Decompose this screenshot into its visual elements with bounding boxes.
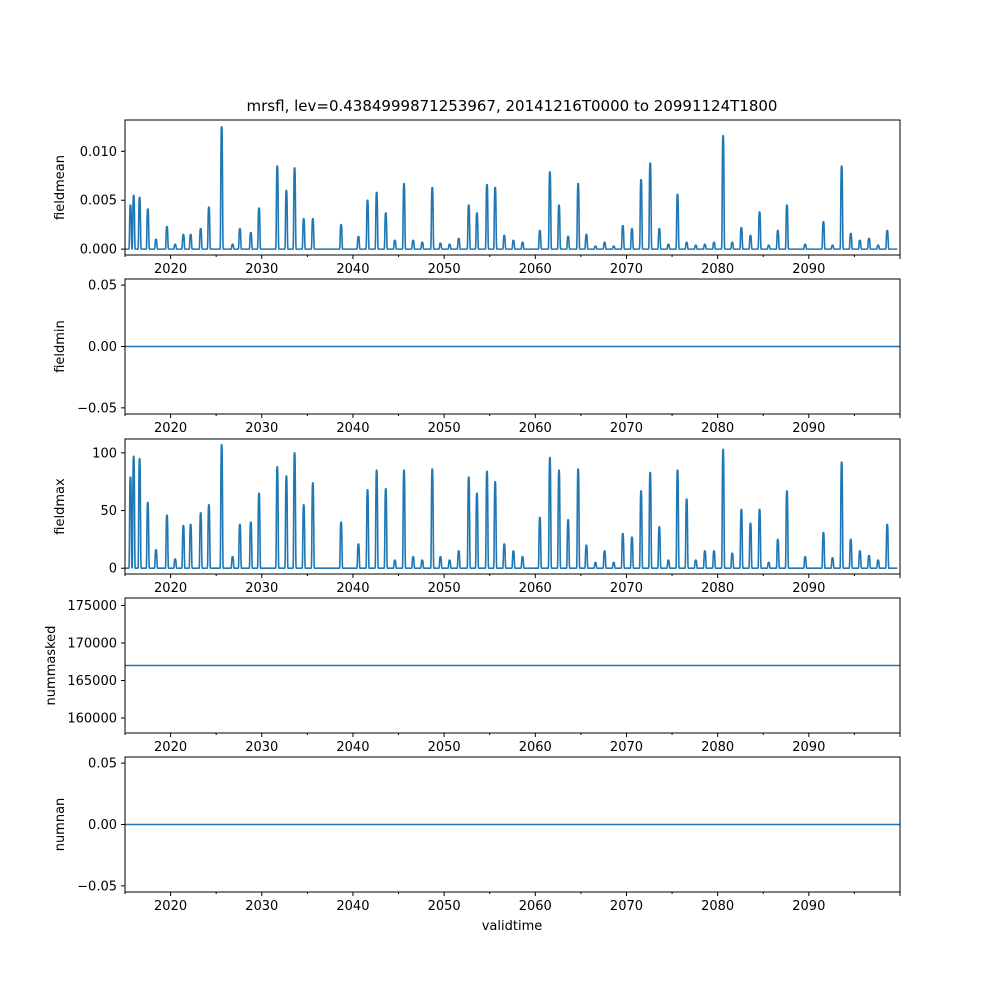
x-tick-label-numnan: 2050	[428, 899, 461, 914]
chart-title: mrsfl, lev=0.4384999871253967, 20141216T…	[247, 97, 778, 115]
x-tick-label-fieldmin: 2060	[519, 421, 552, 436]
panel-nummasked: 160000 165000 170000 175000 nummasked 2020 203…	[44, 597, 901, 755]
y-tick-label-fieldmean: 0.010	[80, 145, 117, 160]
x-tick-label-fieldmean: 2080	[701, 262, 734, 277]
panel-numnan: −0.05 0.00 0.05 numnan 2020 2030 2040 2050 2060 2…	[53, 756, 901, 914]
x-tick-label-fieldmean: 2060	[519, 262, 552, 277]
x-tick-label-nummasked: 2090	[792, 740, 825, 755]
x-tick-label-fieldmean: 2040	[336, 262, 369, 277]
x-tick-label-numnan: 2070	[610, 899, 643, 914]
x-tick-label-nummasked: 2050	[428, 740, 461, 755]
x-tick-label-fieldmean: 2050	[428, 262, 461, 277]
x-tick-label-nummasked: 2080	[701, 740, 734, 755]
x-tick-label-nummasked: 2060	[519, 740, 552, 755]
x-tick-label-fieldmin: 2030	[245, 421, 278, 436]
x-tick-label-fieldmean: 2030	[245, 262, 278, 277]
x-tick-label-nummasked: 2030	[245, 740, 278, 755]
x-tick-label-fieldmax: 2060	[519, 581, 552, 596]
y-tick-label-nummasked: 165000	[67, 674, 117, 689]
x-tick-label-fieldmax: 2030	[245, 581, 278, 596]
y-tick-label-fieldmean: 0.000	[80, 243, 117, 258]
y-tick-label-numnan: 0.05	[88, 757, 117, 772]
x-tick-label-fieldmin: 2040	[336, 421, 369, 436]
y-tick-label-nummasked: 170000	[67, 637, 117, 652]
x-tick-label-numnan: 2020	[154, 899, 187, 914]
panel-fieldmin: −0.05 0.00 0.05 fieldmin 2020 2030 2040 2050 206…	[53, 278, 901, 436]
x-tick-label-fieldmean: 2070	[610, 262, 643, 277]
x-tick-label-fieldmax: 2090	[792, 581, 825, 596]
y-tick-label-nummasked: 160000	[67, 712, 117, 727]
panel-fieldmean: 0.000 0.005 0.010 fieldmean 2020 2030 2040 2050…	[53, 119, 901, 277]
series-line-fieldmean	[124, 126, 898, 250]
x-tick-label-numnan: 2060	[519, 899, 552, 914]
y-axis-label-nummasked: nummasked	[44, 626, 59, 706]
x-tick-label-nummasked: 2070	[610, 740, 643, 755]
y-tick-label-fieldmin: 0.00	[88, 340, 117, 355]
y-tick-label-fieldmax: 100	[92, 446, 117, 461]
x-axis-label: validtime	[482, 919, 543, 934]
x-tick-label-nummasked: 2040	[336, 740, 369, 755]
plot-frame-nummasked	[124, 597, 901, 734]
x-tick-label-fieldmin: 2020	[154, 421, 187, 436]
x-tick-label-fieldmax: 2020	[154, 581, 187, 596]
x-tick-label-fieldmax: 2050	[428, 581, 461, 596]
y-tick-label-numnan: 0.00	[88, 818, 117, 833]
x-tick-label-fieldmax: 2080	[701, 581, 734, 596]
y-axis-label-fieldmin: fieldmin	[53, 320, 68, 373]
y-tick-label-nummasked: 175000	[67, 599, 117, 614]
y-axis-label-fieldmean: fieldmean	[53, 155, 68, 220]
x-tick-label-numnan: 2040	[336, 899, 369, 914]
x-tick-label-fieldmin: 2050	[428, 421, 461, 436]
y-tick-label-numnan: −0.05	[77, 879, 117, 894]
plot-frame-fieldmax	[124, 438, 901, 575]
plot-frame-fieldmean	[124, 119, 901, 256]
x-tick-label-fieldmin: 2090	[792, 421, 825, 436]
x-tick-label-fieldmin: 2080	[701, 421, 734, 436]
y-axis-label-fieldmax: fieldmax	[53, 478, 68, 535]
x-tick-label-fieldmean: 2090	[792, 262, 825, 277]
panel-fieldmax: 0 50 100 fieldmax 2020 2030 2040 2050 2060 2070 20…	[53, 438, 901, 596]
x-tick-label-numnan: 2090	[792, 899, 825, 914]
x-tick-label-fieldmax: 2070	[610, 581, 643, 596]
y-tick-label-fieldmin: −0.05	[77, 401, 117, 416]
x-tick-label-numnan: 2080	[701, 899, 734, 914]
series-line-fieldmax	[124, 443, 898, 570]
y-tick-label-fieldmax: 50	[100, 504, 117, 519]
y-axis-label-numnan: numnan	[53, 798, 68, 852]
y-tick-label-fieldmax: 0	[109, 562, 117, 577]
x-tick-label-fieldmin: 2070	[610, 421, 643, 436]
y-tick-label-fieldmin: 0.05	[88, 279, 117, 294]
x-tick-label-numnan: 2030	[245, 899, 278, 914]
x-tick-label-nummasked: 2020	[154, 740, 187, 755]
x-tick-label-fieldmax: 2040	[336, 581, 369, 596]
x-tick-label-fieldmean: 2020	[154, 262, 187, 277]
y-tick-label-fieldmean: 0.005	[80, 194, 117, 209]
